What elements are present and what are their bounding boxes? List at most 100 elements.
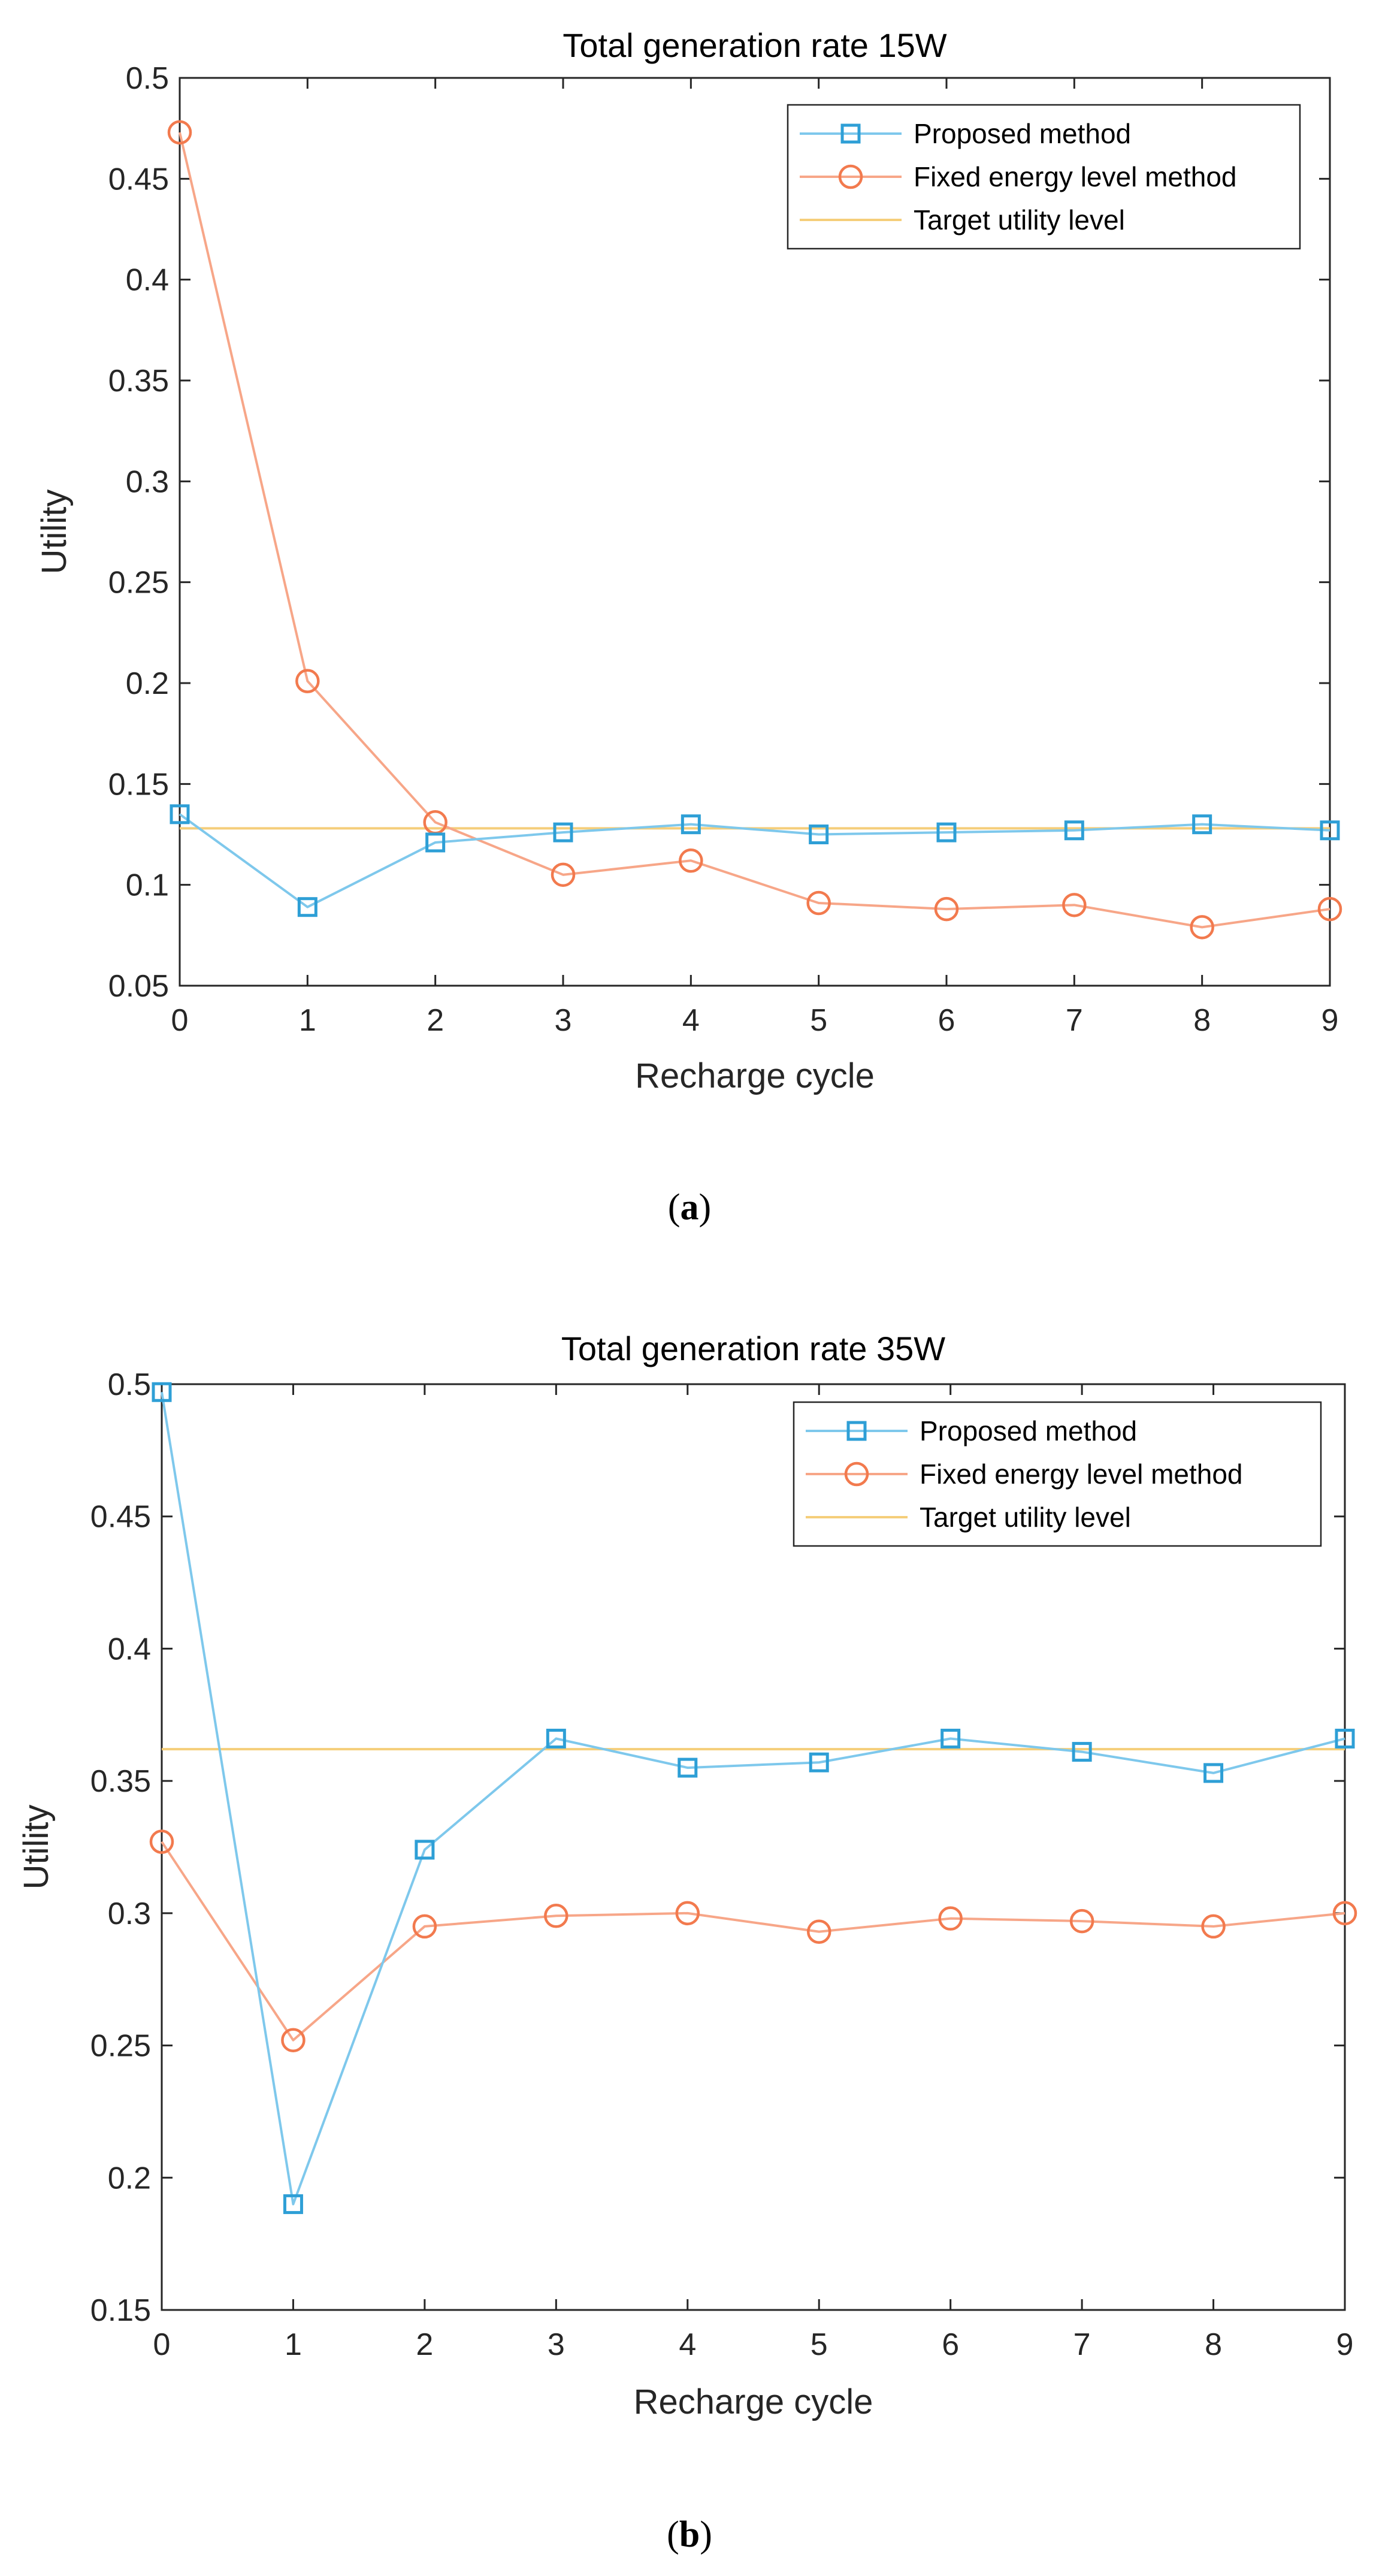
y-tick-label: 0.25 [108,566,169,600]
data-point-fixed [938,1906,963,1931]
x-tick-label: 0 [153,2327,171,2362]
data-point-proposed [809,825,829,844]
data-point-proposed [425,832,446,853]
series-line-proposed [161,1391,1345,2206]
data-point-proposed [546,1729,566,1749]
data-point-fixed [934,896,959,922]
x-tick-label: 8 [1193,1003,1211,1038]
data-point-fixed [149,1829,174,1854]
data-point-fixed [675,1901,700,1926]
x-tick-label: 1 [285,2327,302,2362]
y-tick-label: 0.45 [108,162,169,197]
axis-box [161,1383,1346,2311]
y-tick-label: 0.25 [90,2029,151,2064]
legend-label: Fixed energy level method [920,1458,1243,1490]
chart-title: Total generation rate 15W [563,26,946,64]
y-tick-label: 0.45 [90,1500,151,1535]
data-point-proposed [809,1752,829,1772]
data-point-fixed [412,1914,437,1939]
x-tick-label: 3 [548,2327,565,2362]
x-tick-label: 4 [679,2327,696,2362]
data-point-proposed [1064,820,1084,841]
data-point-proposed [170,804,190,825]
y-tick-label: 0.35 [90,1764,151,1799]
legend-marker-circle [844,1461,869,1487]
y-tick-label: 0.4 [126,263,169,298]
y-axis-label: Utility [35,490,74,575]
series-line-fixed [161,1841,1345,2042]
data-point-fixed [295,669,320,693]
y-tick-label: 0.05 [108,969,169,1004]
y-axis-label: Utility [17,1805,56,1890]
data-point-fixed [281,2028,306,2052]
legend-label: Proposed method [920,1415,1137,1446]
legend: Proposed method Fixed energy level method… [793,1401,1322,1547]
axis-box [179,77,1331,987]
x-tick-label: 7 [1066,1003,1083,1038]
data-point-fixed [1332,1901,1357,1926]
legend-label: Target utility level [920,1502,1131,1533]
x-tick-label: 1 [299,1003,316,1038]
data-point-proposed [297,897,317,917]
series-line-fixed [179,132,1330,929]
x-tick-label: 2 [427,1003,444,1038]
x-tick-label: 6 [938,1003,955,1038]
data-point-fixed [544,1904,568,1928]
data-point-fixed [1190,915,1214,940]
panel-caption-letter: b [679,2514,700,2555]
chart-panel-a: 0.05 0.1 0.15 0.2 0.25 0.3 0.35 0.4 0.45 0.5 0 1 2 3 4… [35,26,1342,1228]
data-point-fixed [1062,893,1087,917]
data-point-proposed [415,1840,435,1860]
data-point-proposed [1320,820,1340,841]
panel-caption-letter: a [681,1187,699,1228]
x-tick-label: 7 [1073,2327,1091,2362]
y-tick-label: 0.3 [126,464,169,499]
data-point-proposed [936,822,957,842]
data-point-fixed [806,1919,831,1944]
data-point-fixed [167,120,192,145]
data-point-fixed [806,890,831,916]
data-point-proposed [1203,1763,1224,1783]
legend-label: Proposed method [914,118,1131,149]
x-tick-label: 0 [171,1003,189,1038]
y-tick-label: 0.1 [126,868,169,903]
x-tick-label: 9 [1336,2327,1354,2362]
data-point-proposed [1192,814,1212,835]
series-line-proposed [179,813,1330,908]
x-axis-label: Recharge cycle [634,2382,873,2421]
chart-title: Total generation rate 35W [561,1330,945,1367]
legend-marker-square [840,123,861,144]
x-tick-label: 9 [1321,1003,1339,1038]
x-tick-label: 3 [555,1003,572,1038]
x-axis-label: Recharge cycle [635,1056,875,1095]
y-tick-label: 0.15 [90,2293,151,2328]
x-tick-label: 6 [942,2327,959,2362]
data-point-proposed [681,814,701,835]
x-tick-label: 5 [810,1003,827,1038]
data-point-fixed [1069,1908,1094,1934]
data-point-proposed [1335,1729,1355,1749]
data-point-proposed [678,1757,698,1778]
legend-label: Fixed energy level method [914,161,1237,192]
data-point-fixed [679,848,703,873]
y-tick-label: 0.5 [108,1367,151,1402]
y-tick-label: 0.2 [126,666,169,701]
data-point-fixed [551,862,576,887]
panel-caption: (b) [667,2514,712,2555]
data-point-proposed [940,1729,961,1749]
y-tick-label: 0.35 [108,364,169,398]
x-tick-label: 5 [811,2327,828,2362]
data-point-fixed [1201,1914,1226,1939]
y-tick-label: 0.15 [108,767,169,802]
x-tick-label: 8 [1205,2327,1222,2362]
x-tick-label: 2 [416,2327,433,2362]
panel-caption: (a) [668,1187,711,1228]
data-point-proposed [553,822,573,842]
y-tick-label: 0.4 [108,1632,151,1666]
x-tick-label: 4 [682,1003,700,1038]
chart-panel-b: 0.15 0.2 0.25 0.3 0.35 0.4 0.45 0.5 0 1 2 3 4 5 6 7 8 9 To… [17,1330,1357,2555]
legend-marker-circle [838,164,863,189]
y-tick-label: 0.2 [108,2161,151,2196]
data-point-proposed [152,1382,172,1402]
